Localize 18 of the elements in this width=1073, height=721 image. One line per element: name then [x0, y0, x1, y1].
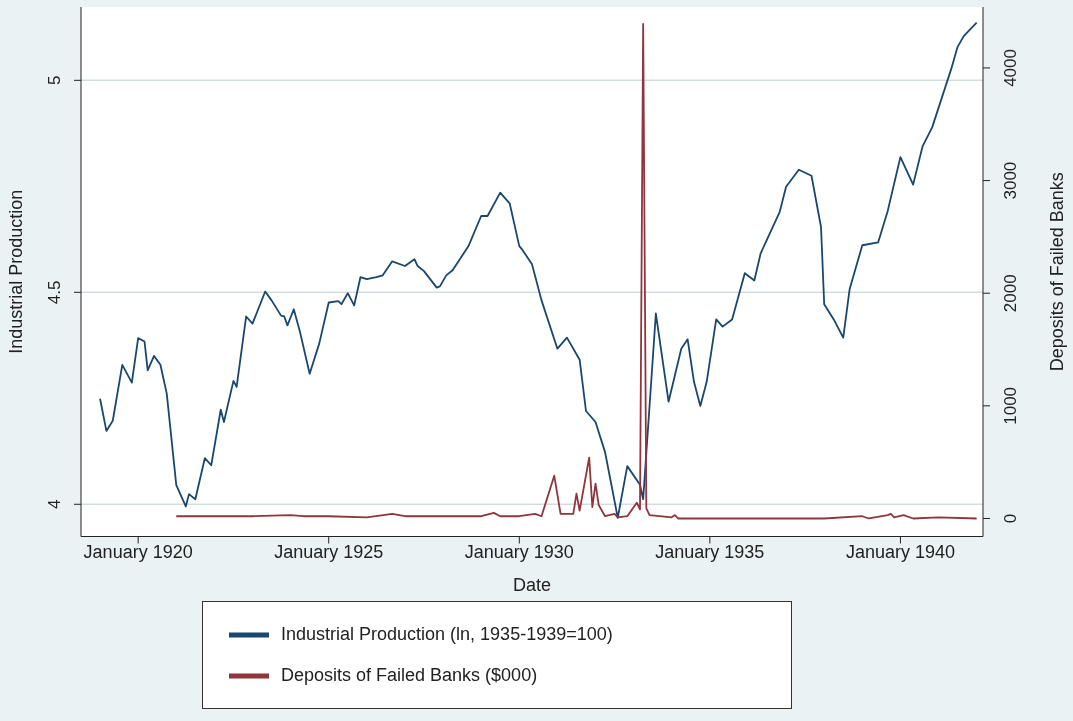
x-tick-label: January 1930 [464, 542, 574, 563]
y2-tick-label: 0 [1001, 513, 1020, 524]
x-tick-label: January 1920 [83, 542, 193, 563]
y2-axis-title: Deposits of Failed Banks [1047, 172, 1068, 372]
y2-tick-label: 2000 [1001, 274, 1020, 313]
y-tick-label: 5 [45, 75, 64, 86]
y-tick-label: 4.5 [45, 280, 64, 305]
y2-tick-label: 1000 [1001, 386, 1020, 425]
legend-label: Industrial Production (ln, 1935-1939=100) [281, 623, 613, 644]
x-tick-label: January 1925 [274, 542, 384, 563]
x-tick-label: January 1935 [655, 542, 765, 563]
y-tick-label: 4 [45, 499, 64, 510]
x-tick-label: January 1940 [845, 542, 955, 563]
legend-label: Deposits of Failed Banks ($000) [281, 664, 538, 685]
y2-tick-label: 3000 [1001, 161, 1020, 200]
y-axis-title: Industrial Production [6, 189, 27, 354]
x-axis-title: Date [512, 574, 552, 595]
y2-tick-label: 4000 [1001, 49, 1020, 87]
